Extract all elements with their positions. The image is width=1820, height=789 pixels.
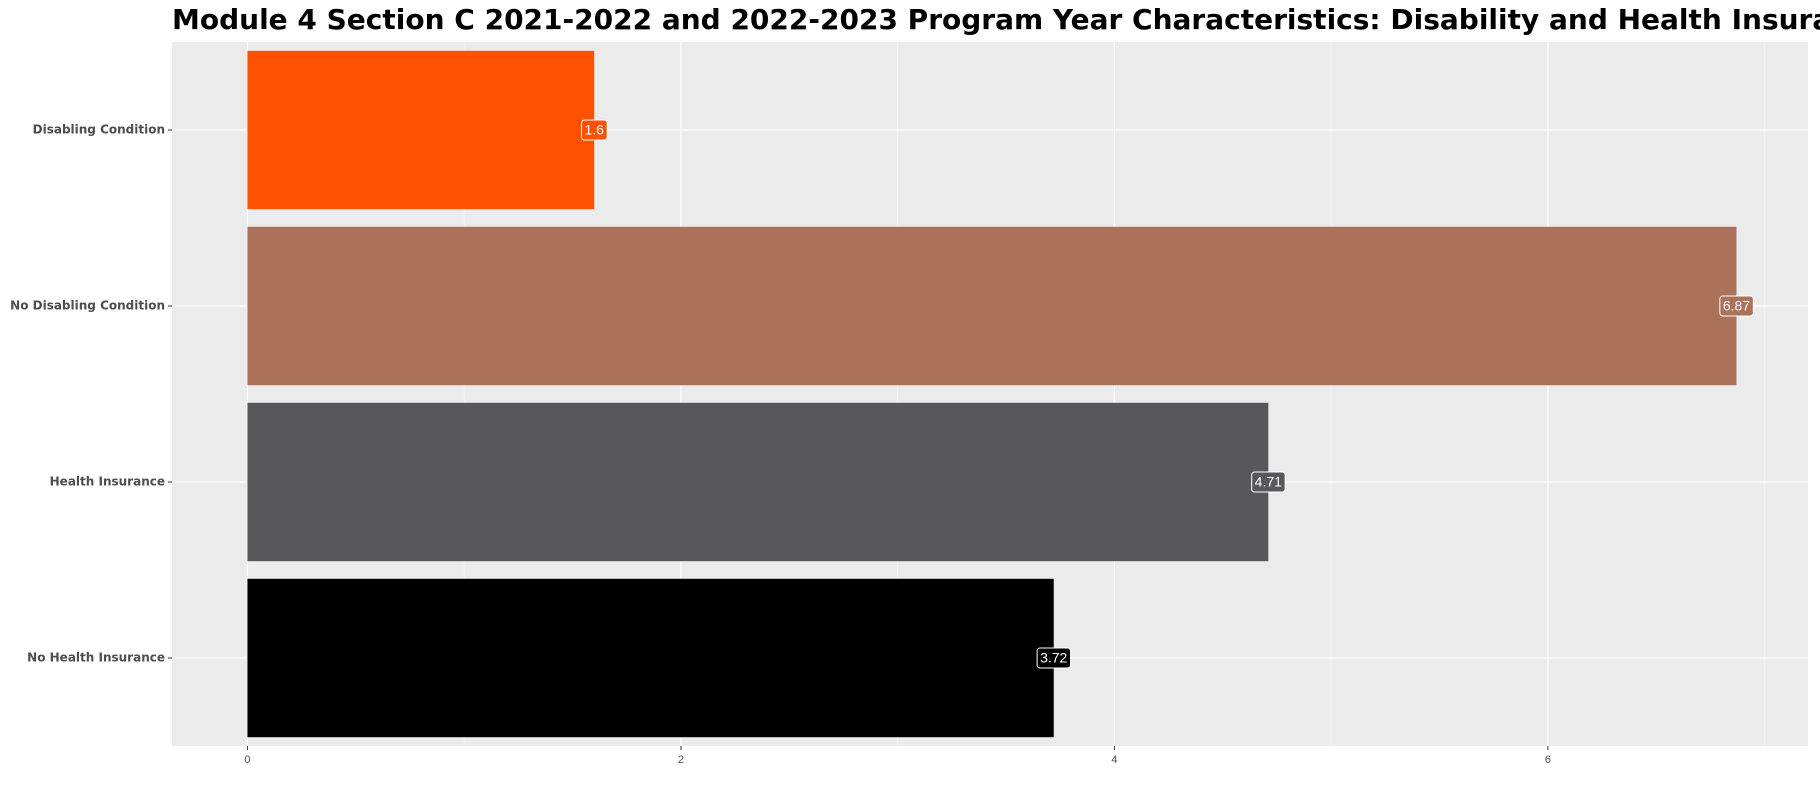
x-tick-label: 0 (244, 754, 250, 766)
x-tick-label: 4 (1111, 754, 1117, 766)
value-label-box (1036, 647, 1072, 669)
y-tick-label: Disabling Condition (33, 123, 165, 137)
x-tick-label: 6 (1545, 754, 1551, 766)
value-label: 6.87 (1723, 298, 1750, 314)
value-label-box (580, 119, 608, 141)
bar (247, 226, 1737, 386)
bar (247, 50, 595, 210)
y-tick-label: No Health Insurance (27, 651, 165, 665)
value-label: 1.6 (584, 122, 604, 138)
bar (247, 402, 1269, 562)
value-label: 4.71 (1255, 474, 1282, 490)
value-label-box (1251, 471, 1286, 493)
value-label: 3.72 (1040, 650, 1067, 666)
x-tick-label: 2 (678, 754, 684, 766)
y-tick-label: No Disabling Condition (10, 299, 165, 313)
chart-title: Module 4 Section C 2021-2022 and 2022-20… (172, 3, 1820, 36)
bar (247, 578, 1054, 738)
value-label-box (1719, 295, 1754, 317)
y-tick-label: Health Insurance (50, 475, 165, 489)
